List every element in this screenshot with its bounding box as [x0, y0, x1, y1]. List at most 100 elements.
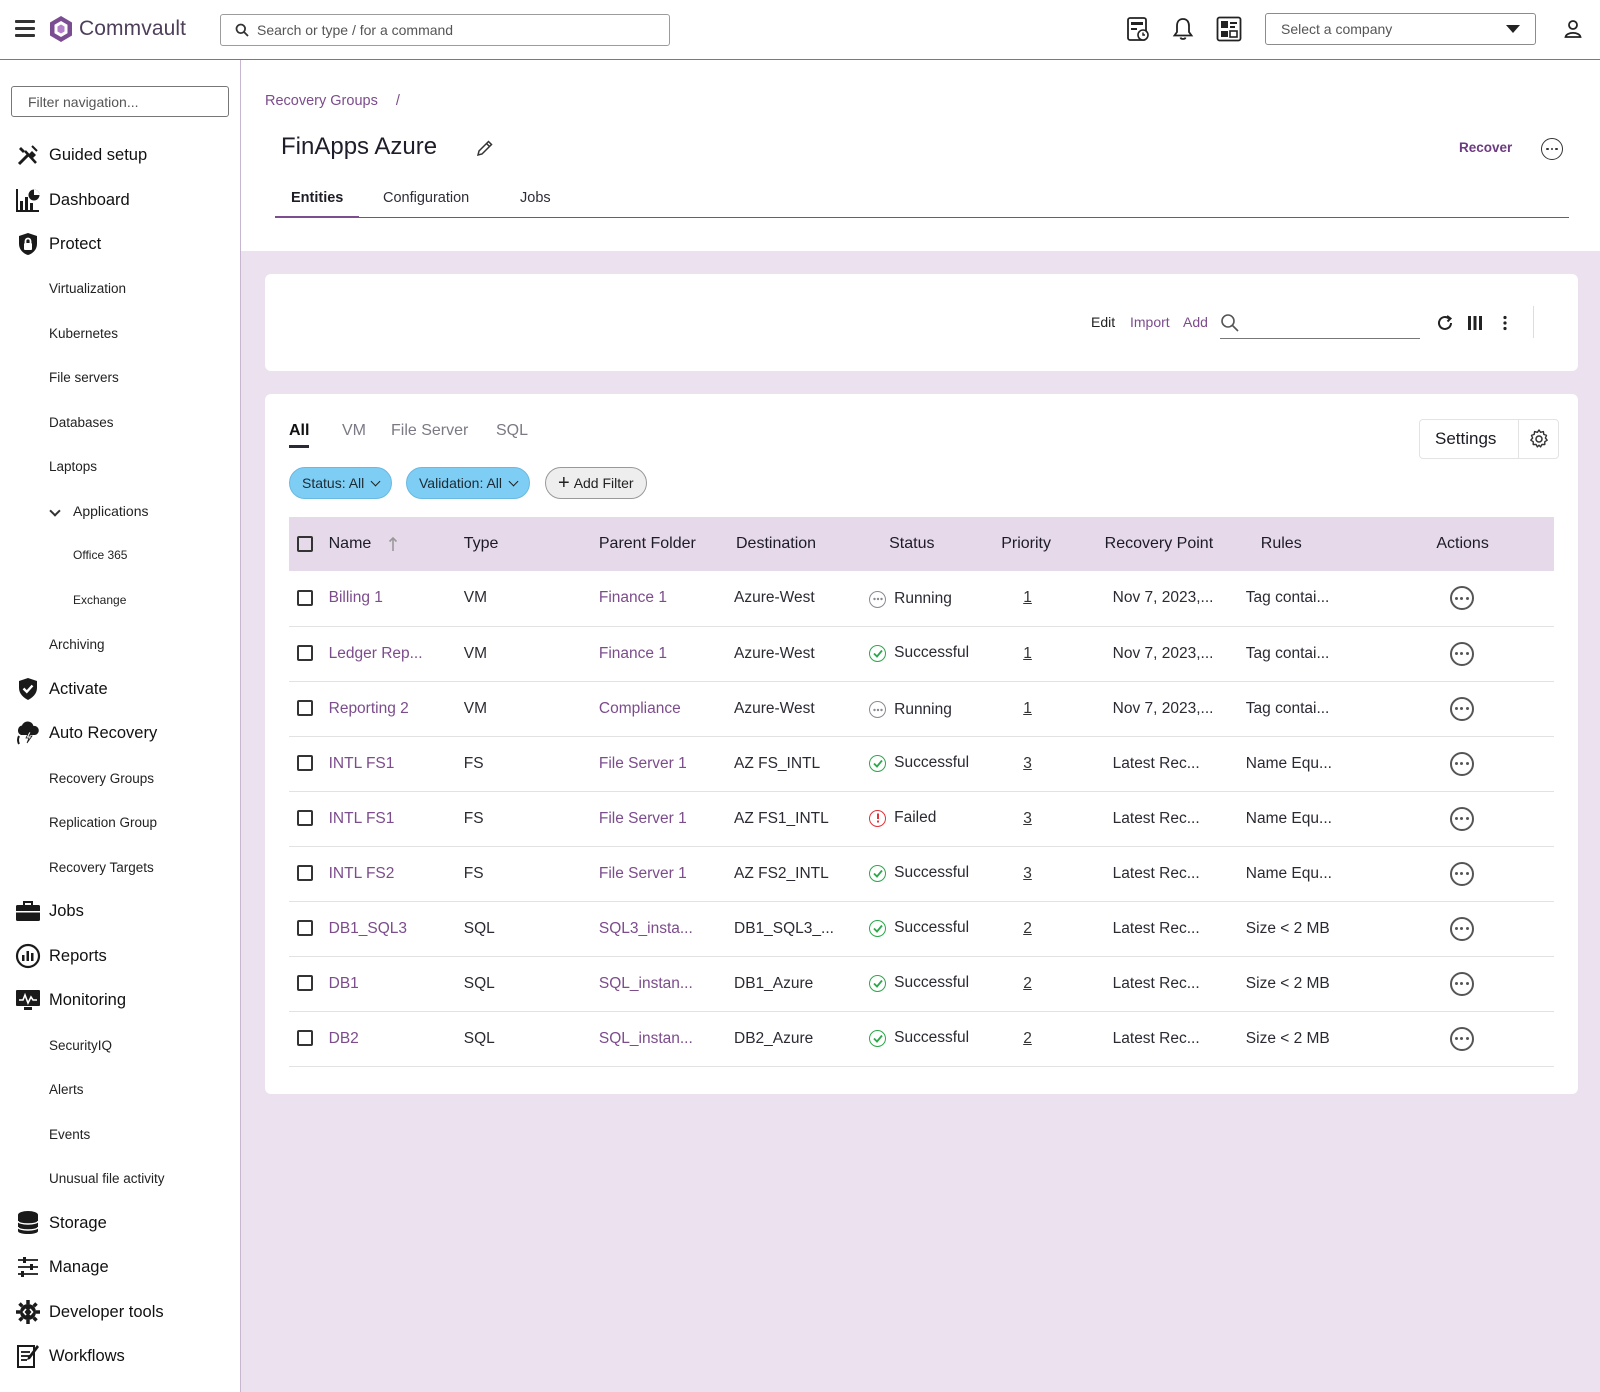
refresh-icon[interactable]: [1435, 312, 1455, 334]
nav-alerts[interactable]: Alerts: [49, 1081, 84, 1097]
nav-reports[interactable]: Reports: [0, 941, 241, 971]
recover-button[interactable]: Recover: [1459, 140, 1513, 155]
nav-recovery-targets[interactable]: Recovery Targets: [49, 859, 154, 875]
nav-replication-group[interactable]: Replication Group: [49, 814, 158, 830]
tab-file-server[interactable]: File Server: [391, 422, 469, 439]
entity-name-link[interactable]: Ledger Rep...: [328, 644, 423, 662]
table-search-input[interactable]: [1220, 338, 1420, 339]
row-checkbox[interactable]: [297, 590, 313, 607]
nav-workflows[interactable]: Workflows: [0, 1341, 241, 1371]
column-header-type[interactable]: Type: [463, 535, 499, 552]
table-row[interactable]: DB1 SQL SQL_instan... DB1_Azure Successful 2 L…: [289, 956, 1554, 1011]
nav-monitoring[interactable]: Monitoring: [0, 985, 241, 1015]
row-actions-icon[interactable]: [1449, 916, 1474, 941]
more-options-icon[interactable]: [1541, 138, 1563, 160]
filter-navigation-input[interactable]: [11, 86, 229, 117]
nav-events[interactable]: Events: [49, 1126, 91, 1142]
tab-vm[interactable]: VM: [342, 422, 366, 439]
priority-link[interactable]: 3: [1023, 864, 1032, 882]
tab-sql[interactable]: SQL: [496, 422, 529, 439]
row-actions-icon[interactable]: [1449, 696, 1474, 721]
kebab-menu-icon[interactable]: [1495, 312, 1515, 334]
row-actions-icon[interactable]: [1449, 641, 1474, 666]
commvault-logo[interactable]: Commvault: [49, 15, 186, 43]
bell-icon[interactable]: [1170, 15, 1196, 43]
select-all-checkbox[interactable]: [297, 535, 313, 552]
nav-manage[interactable]: Manage: [0, 1252, 241, 1282]
table-row[interactable]: INTL FS1 FS File Server 1 AZ FS1_INTL Failed…: [289, 791, 1554, 846]
company-select[interactable]: Select a company: [1265, 13, 1536, 45]
parent-folder-link[interactable]: Finance 1: [598, 644, 667, 662]
row-checkbox[interactable]: [297, 810, 313, 827]
priority-link[interactable]: 1: [1023, 589, 1032, 607]
entity-name-link[interactable]: Billing 1: [328, 589, 383, 607]
nav-recovery-groups[interactable]: Recovery Groups: [49, 770, 155, 786]
nav-developer-tools[interactable]: Developer tools: [0, 1297, 241, 1327]
validation-filter-chip[interactable]: Validation: All: [406, 467, 531, 499]
priority-link[interactable]: 2: [1023, 1029, 1032, 1047]
parent-folder-link[interactable]: SQL_instan...: [598, 1029, 693, 1047]
row-actions-icon[interactable]: [1449, 751, 1474, 776]
row-checkbox[interactable]: [297, 755, 313, 772]
global-search[interactable]: [220, 14, 670, 46]
parent-folder-link[interactable]: Compliance: [598, 699, 681, 717]
priority-link[interactable]: 3: [1023, 754, 1032, 772]
global-search-input[interactable]: [257, 22, 657, 38]
nav-kubernetes[interactable]: Kubernetes: [49, 325, 119, 341]
table-row[interactable]: DB1_SQL3 SQL SQL3_insta... DB1_SQL3_... Succ…: [289, 901, 1554, 956]
job-monitor-icon[interactable]: [1125, 15, 1151, 43]
parent-folder-link[interactable]: File Server 1: [598, 754, 687, 772]
priority-link[interactable]: 2: [1023, 919, 1032, 937]
priority-link[interactable]: 2: [1023, 974, 1032, 992]
row-actions-icon[interactable]: [1449, 586, 1474, 611]
entity-name-link[interactable]: INTL FS2: [328, 864, 395, 882]
priority-link[interactable]: 3: [1023, 809, 1032, 827]
columns-icon[interactable]: [1465, 312, 1485, 334]
column-header-recovery-point[interactable]: Recovery Point: [1104, 535, 1214, 552]
parent-folder-link[interactable]: File Server 1: [598, 864, 687, 882]
row-checkbox[interactable]: [297, 1030, 313, 1047]
nav-protect[interactable]: Protect: [0, 229, 241, 259]
table-row[interactable]: Billing 1 VM Finance 1 Azure-West Running 1 No…: [289, 571, 1554, 626]
column-header-parent-folder[interactable]: Parent Folder: [598, 535, 696, 552]
edit-button[interactable]: Edit: [1091, 314, 1116, 330]
nav-laptops[interactable]: Laptops: [49, 458, 98, 474]
entity-name-link[interactable]: INTL FS1: [328, 754, 395, 772]
row-checkbox[interactable]: [297, 920, 313, 937]
row-checkbox[interactable]: [297, 865, 313, 882]
entity-name-link[interactable]: DB1_SQL3: [328, 919, 408, 937]
nav-file-servers[interactable]: File servers: [49, 369, 119, 385]
nav-archiving[interactable]: Archiving: [49, 636, 105, 652]
nav-auto-recovery[interactable]: Auto Recovery: [0, 718, 241, 748]
parent-folder-link[interactable]: File Server 1: [598, 809, 687, 827]
table-row[interactable]: INTL FS1 FS File Server 1 AZ FS_INTL Success…: [289, 736, 1554, 791]
search-icon[interactable]: [1220, 312, 1240, 334]
hamburger-menu-icon[interactable]: [15, 20, 35, 38]
tab-configuration[interactable]: Configuration: [383, 190, 470, 206]
nav-exchange[interactable]: Exchange: [73, 593, 127, 607]
entity-name-link[interactable]: INTL FS1: [328, 809, 395, 827]
nav-applications[interactable]: Applications: [0, 496, 241, 526]
nav-virtualization[interactable]: Virtualization: [49, 280, 127, 296]
nav-office-365[interactable]: Office 365: [73, 548, 128, 562]
nav-databases[interactable]: Databases: [49, 414, 114, 430]
column-header-rules[interactable]: Rules: [1260, 535, 1302, 552]
user-icon[interactable]: [1562, 18, 1584, 40]
nav-unusual-file-activity[interactable]: Unusual file activity: [49, 1170, 165, 1186]
table-row[interactable]: Ledger Rep... VM Finance 1 Azure-West Succes…: [289, 626, 1554, 681]
table-row[interactable]: Reporting 2 VM Compliance Azure-West Running…: [289, 681, 1554, 736]
table-row[interactable]: DB2 SQL SQL_instan... DB2_Azure Successful 2 L…: [289, 1011, 1554, 1066]
column-header-status[interactable]: Status: [889, 535, 935, 552]
nav-activate[interactable]: Activate: [0, 674, 241, 704]
priority-link[interactable]: 1: [1023, 699, 1032, 717]
add-filter-button[interactable]: + Add Filter: [545, 467, 647, 499]
chevron-down-icon[interactable]: [49, 505, 61, 517]
tab-entities[interactable]: Entities: [274, 190, 360, 218]
breadcrumb-recovery-groups-link[interactable]: Recovery Groups: [265, 93, 378, 109]
nav-storage[interactable]: Storage: [0, 1208, 241, 1238]
parent-folder-link[interactable]: SQL3_insta...: [598, 919, 693, 937]
row-actions-icon[interactable]: [1449, 1026, 1474, 1051]
column-header-name[interactable]: Name: [329, 517, 464, 571]
row-actions-icon[interactable]: [1449, 861, 1474, 886]
import-button[interactable]: Import: [1130, 314, 1170, 330]
